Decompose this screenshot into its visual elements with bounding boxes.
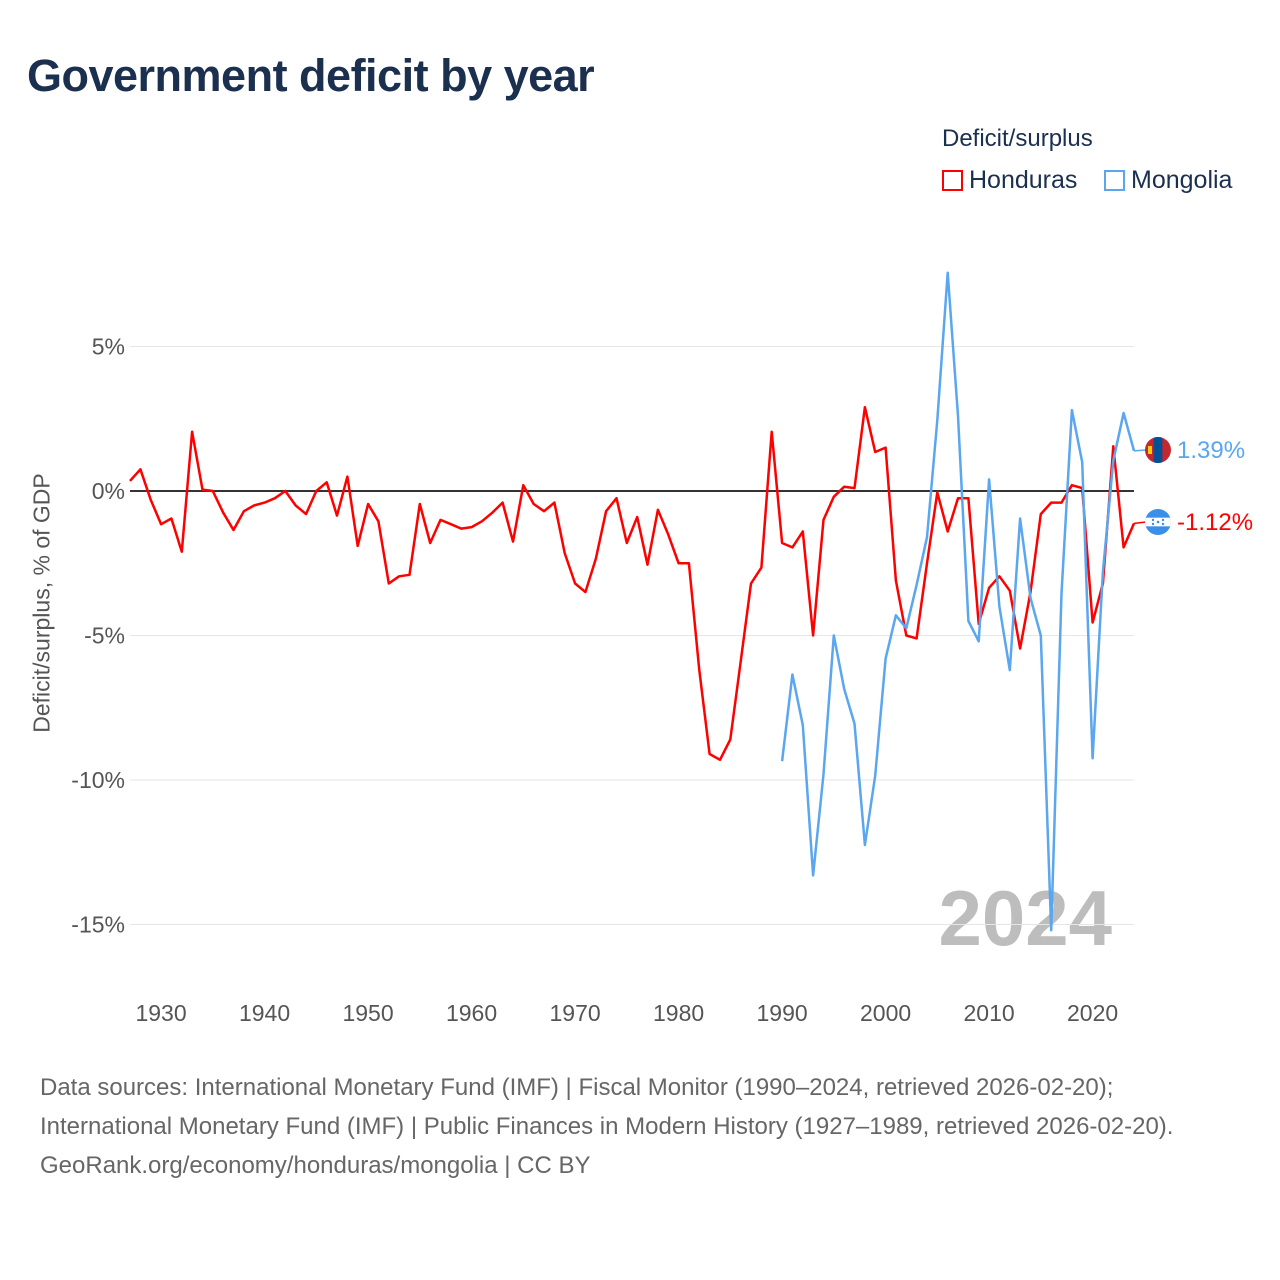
legend-swatch-mongolia (1104, 170, 1125, 191)
x-tick-label: 1950 (342, 1000, 393, 1026)
y-tick-label: -10% (71, 767, 125, 793)
x-tick-label: 2010 (964, 1000, 1015, 1026)
legend-item-mongolia[interactable]: Mongolia (1104, 166, 1232, 195)
legend-title: Deficit/surplus (942, 125, 1093, 152)
credit-link[interactable]: GeoRank.org/economy/honduras/mongolia | … (40, 1152, 591, 1179)
end-connector (1133, 521, 1147, 525)
y-tick-label: -15% (71, 912, 125, 938)
x-tick-label: 1970 (549, 1000, 600, 1026)
year-watermark: 2024 (938, 874, 1112, 962)
series-line-honduras (129, 405, 1136, 762)
y-tick-label: 0% (92, 478, 125, 504)
y-tick-label: 5% (92, 334, 125, 360)
footer: Data sources: International Monetary Fun… (40, 1068, 1240, 1185)
x-tick-label: 1940 (239, 1000, 290, 1026)
x-tick-label: 2020 (1067, 1000, 1118, 1026)
legend-item-honduras[interactable]: Honduras (942, 166, 1077, 195)
x-tick-label: 1930 (135, 1000, 186, 1026)
x-tick-label: 1980 (653, 1000, 704, 1026)
data-sources: Data sources: International Monetary Fun… (40, 1074, 1174, 1140)
legend-label: Honduras (969, 166, 1078, 194)
flag-honduras-icon (1145, 509, 1171, 535)
end-value-label-mongolia: 1.39% (1177, 437, 1245, 464)
x-tick-label: 1960 (446, 1000, 497, 1026)
x-tick-label: 2000 (860, 1000, 911, 1026)
x-tick-label: 1990 (756, 1000, 807, 1026)
legend-swatch-honduras (942, 170, 963, 191)
chart-title: Government deficit by year (27, 50, 595, 101)
series-line-mongolia (780, 271, 1136, 932)
flag-mongolia-icon (1145, 437, 1171, 463)
end-value-label-honduras: -1.12% (1177, 509, 1253, 536)
legend-label: Mongolia (1131, 166, 1233, 194)
end-connector (1133, 449, 1147, 452)
y-tick-label: -5% (84, 623, 125, 649)
